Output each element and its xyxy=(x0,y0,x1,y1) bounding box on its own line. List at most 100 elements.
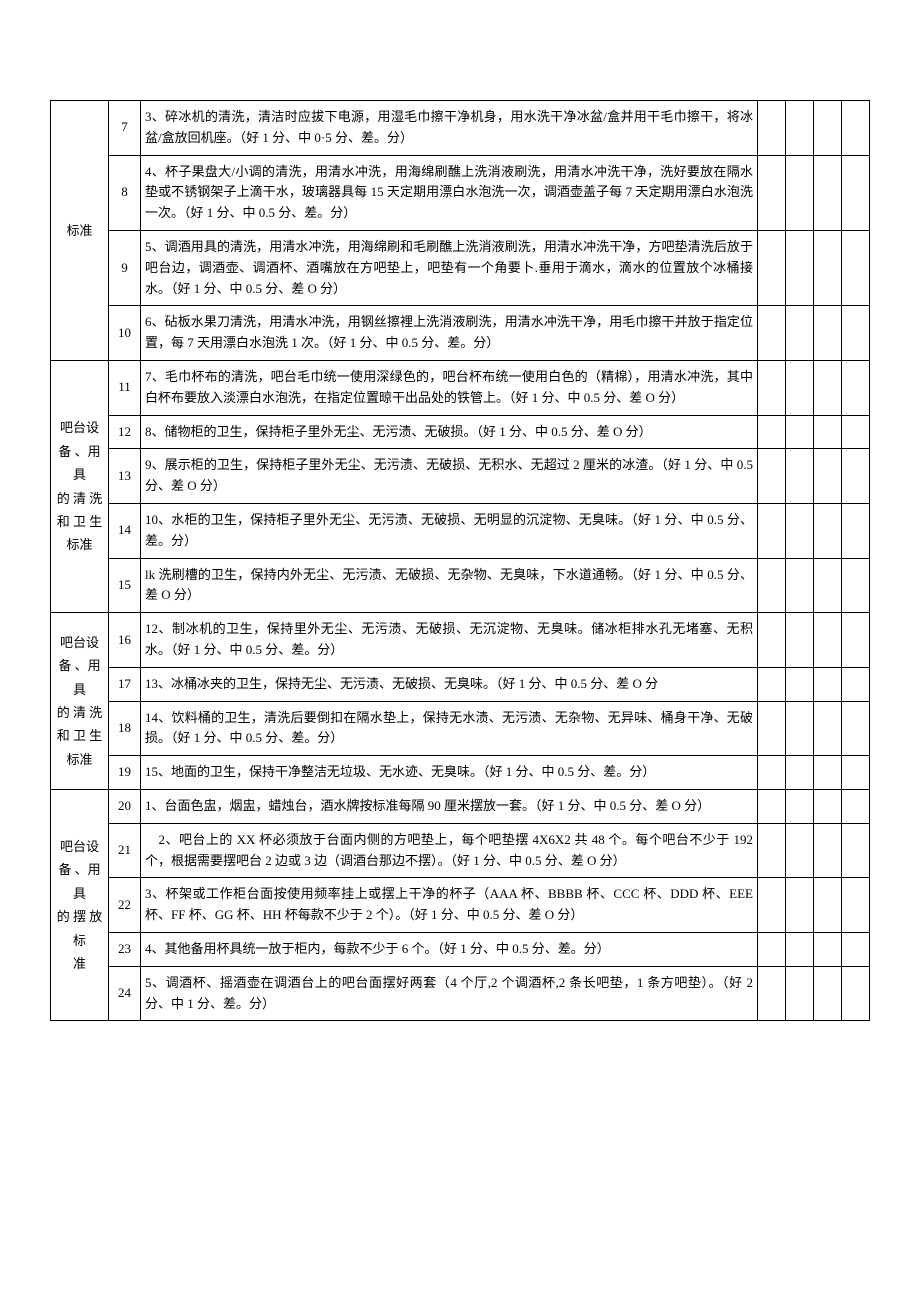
score-cell xyxy=(758,701,786,756)
score-cell xyxy=(842,449,870,504)
score-cell xyxy=(814,230,842,305)
score-cell xyxy=(814,756,842,790)
score-cell xyxy=(842,155,870,230)
row-number: 10 xyxy=(109,306,141,361)
table-row: 223、杯架或工作柜台面按使用频率挂上或摆上干净的杯子（AAA 杯、BBBB 杯… xyxy=(51,878,870,933)
row-number: 7 xyxy=(109,101,141,156)
score-cell xyxy=(786,155,814,230)
row-description: 15、地面的卫生，保持干净整洁无垃圾、无水迹、无臭味。（好 1 分、中 0.5 … xyxy=(141,756,758,790)
score-cell xyxy=(814,415,842,449)
document-page: 标准 73、碎冰机的清洗，清洁时应拔下电源，用湿毛巾擦干净机身，用水洗干净冰盆/盒… xyxy=(0,0,920,1221)
score-cell xyxy=(842,101,870,156)
score-cell xyxy=(842,613,870,668)
table-row: 106、砧板水果刀清洗，用清水冲洗，用钢丝擦裡上洗消液刷洗，用清水冲洗干净，用毛… xyxy=(51,306,870,361)
table-row: 吧台设备 、用 具的 摆 放标准201、台面色盅，烟盅，蜡烛台，酒水牌按标准每隔… xyxy=(51,789,870,823)
row-number: 13 xyxy=(109,449,141,504)
score-cell xyxy=(786,503,814,558)
score-cell xyxy=(814,878,842,933)
score-cell xyxy=(758,101,786,156)
row-description: 3、碎冰机的清洗，清洁时应拔下电源，用湿毛巾擦干净机身，用水洗干净冰盆/盒并用干… xyxy=(141,101,758,156)
score-cell xyxy=(842,503,870,558)
score-cell xyxy=(758,230,786,305)
category-label: 标准 xyxy=(55,219,104,242)
score-cell xyxy=(814,789,842,823)
score-cell xyxy=(786,230,814,305)
score-cell xyxy=(786,101,814,156)
row-description: 6、砧板水果刀清洗，用清水冲洗，用钢丝擦裡上洗消液刷洗，用清水冲洗干净，用毛巾擦… xyxy=(141,306,758,361)
row-number: 24 xyxy=(109,966,141,1021)
score-cell xyxy=(758,360,786,415)
score-cell xyxy=(758,613,786,668)
row-number: 22 xyxy=(109,878,141,933)
score-cell xyxy=(842,360,870,415)
score-cell xyxy=(758,558,786,613)
score-cell xyxy=(814,966,842,1021)
row-number: 19 xyxy=(109,756,141,790)
score-cell xyxy=(814,823,842,878)
row-number: 15 xyxy=(109,558,141,613)
score-cell xyxy=(814,155,842,230)
score-cell xyxy=(842,558,870,613)
category-label: 吧台设备 、用 具的 清 洗和 卫 生标准 xyxy=(55,416,104,556)
score-cell xyxy=(814,449,842,504)
row-number: 20 xyxy=(109,789,141,823)
score-cell xyxy=(842,878,870,933)
row-number: 16 xyxy=(109,613,141,668)
score-cell xyxy=(786,667,814,701)
score-cell xyxy=(814,701,842,756)
score-cell xyxy=(786,756,814,790)
table-row: 吧台设备 、用 具的 清 洗和 卫 生标准1612、制冰机的卫生，保持里外无尘、… xyxy=(51,613,870,668)
category-cell: 吧台设备 、用 具的 清 洗和 卫 生标准 xyxy=(51,360,109,612)
score-cell xyxy=(842,756,870,790)
table-row: 1915、地面的卫生，保持干净整洁无垃圾、无水迹、无臭味。（好 1 分、中 0.… xyxy=(51,756,870,790)
score-cell xyxy=(842,823,870,878)
category-label: 吧台设备 、用 具的 摆 放标准 xyxy=(55,835,104,975)
row-description: 9、展示柜的卫生，保持柜子里外无尘、无污渍、无破损、无积水、无超过 2 厘米的冰… xyxy=(141,449,758,504)
row-description: 10、水柜的卫生，保持柜子里外无尘、无污渍、无破损、无明显的沉淀物、无臭味。（好… xyxy=(141,503,758,558)
table-row: 15lk 洗刷槽的卫生，保持内外无尘、无污渍、无破损、无杂物、无臭味，下水道通畅… xyxy=(51,558,870,613)
score-cell xyxy=(842,932,870,966)
table-row: 吧台设备 、用 具的 清 洗和 卫 生标准117、毛巾杯布的清洗，吧台毛巾统一使… xyxy=(51,360,870,415)
category-cell: 吧台设备 、用 具的 清 洗和 卫 生标准 xyxy=(51,613,109,790)
table-row: 21 2、吧台上的 XX 杯必须放于台面内侧的方吧垫上，每个吧垫摆 4X6X2 … xyxy=(51,823,870,878)
standards-table: 标准 73、碎冰机的清洗，清洁时应拔下电源，用湿毛巾擦干净机身，用水洗干净冰盆/盒… xyxy=(50,100,870,1021)
score-cell xyxy=(786,306,814,361)
score-cell xyxy=(842,415,870,449)
row-description: lk 洗刷槽的卫生，保持内外无尘、无污渍、无破损、无杂物、无臭味，下水道通畅。（… xyxy=(141,558,758,613)
table-row: 84、杯子果盘大/小调的清洗，用清水冲洗，用海绵刷醮上洗消液刷洗，用清水冲洗干净… xyxy=(51,155,870,230)
score-cell xyxy=(814,613,842,668)
score-cell xyxy=(758,503,786,558)
row-description: 8、储物柜的卫生，保持柜子里外无尘、无污渍、无破损。（好 1 分、中 0.5 分… xyxy=(141,415,758,449)
table-row: 1814、饮料桶的卫生，清洗后要倒扣在隔水垫上，保持无水渍、无污渍、无杂物、无异… xyxy=(51,701,870,756)
row-description: 14、饮料桶的卫生，清洗后要倒扣在隔水垫上，保持无水渍、无污渍、无杂物、无异味、… xyxy=(141,701,758,756)
row-description: 4、其他备用杯具统一放于柜内，每款不少于 6 个。（好 1 分、中 0.5 分、… xyxy=(141,932,758,966)
table-row: 234、其他备用杯具统一放于柜内，每款不少于 6 个。（好 1 分、中 0.5 … xyxy=(51,932,870,966)
row-description: 7、毛巾杯布的清洗，吧台毛巾统一使用深绿色的，吧台杯布统一使用白色的（精棉），用… xyxy=(141,360,758,415)
row-number: 17 xyxy=(109,667,141,701)
category-label: 吧台设备 、用 具的 清 洗和 卫 生标准 xyxy=(55,631,104,771)
table-row: 标准73、碎冰机的清洗，清洁时应拔下电源，用湿毛巾擦干净机身，用水洗干净冰盆/盒… xyxy=(51,101,870,156)
score-cell xyxy=(758,306,786,361)
row-description: 4、杯子果盘大/小调的清洗，用清水冲洗，用海绵刷醮上洗消液刷洗，用清水冲洗干净，… xyxy=(141,155,758,230)
score-cell xyxy=(758,449,786,504)
score-cell xyxy=(758,966,786,1021)
row-description: 5、调酒用具的清洗，用清水冲洗，用海绵刷和毛刷醮上洗消液刷洗，用清水冲洗干净，方… xyxy=(141,230,758,305)
score-cell xyxy=(842,306,870,361)
category-cell: 标准 xyxy=(51,101,109,361)
score-cell xyxy=(786,415,814,449)
category-cell: 吧台设备 、用 具的 摆 放标准 xyxy=(51,789,109,1020)
score-cell xyxy=(758,155,786,230)
score-cell xyxy=(758,932,786,966)
row-description: 5、调酒杯、摇酒壶在调酒台上的吧台面摆好两套（4 个厅,2 个调酒杯,2 条长吧… xyxy=(141,966,758,1021)
row-description: 1、台面色盅，烟盅，蜡烛台，酒水牌按标准每隔 90 厘米摆放一套。（好 1 分、… xyxy=(141,789,758,823)
row-number: 11 xyxy=(109,360,141,415)
score-cell xyxy=(814,558,842,613)
score-cell xyxy=(758,667,786,701)
score-cell xyxy=(758,823,786,878)
row-number: 8 xyxy=(109,155,141,230)
row-number: 21 xyxy=(109,823,141,878)
table-row: 245、调酒杯、摇酒壶在调酒台上的吧台面摆好两套（4 个厅,2 个调酒杯,2 条… xyxy=(51,966,870,1021)
score-cell xyxy=(814,932,842,966)
table-row: 95、调酒用具的清洗，用清水冲洗，用海绵刷和毛刷醮上洗消液刷洗，用清水冲洗干净，… xyxy=(51,230,870,305)
score-cell xyxy=(786,789,814,823)
